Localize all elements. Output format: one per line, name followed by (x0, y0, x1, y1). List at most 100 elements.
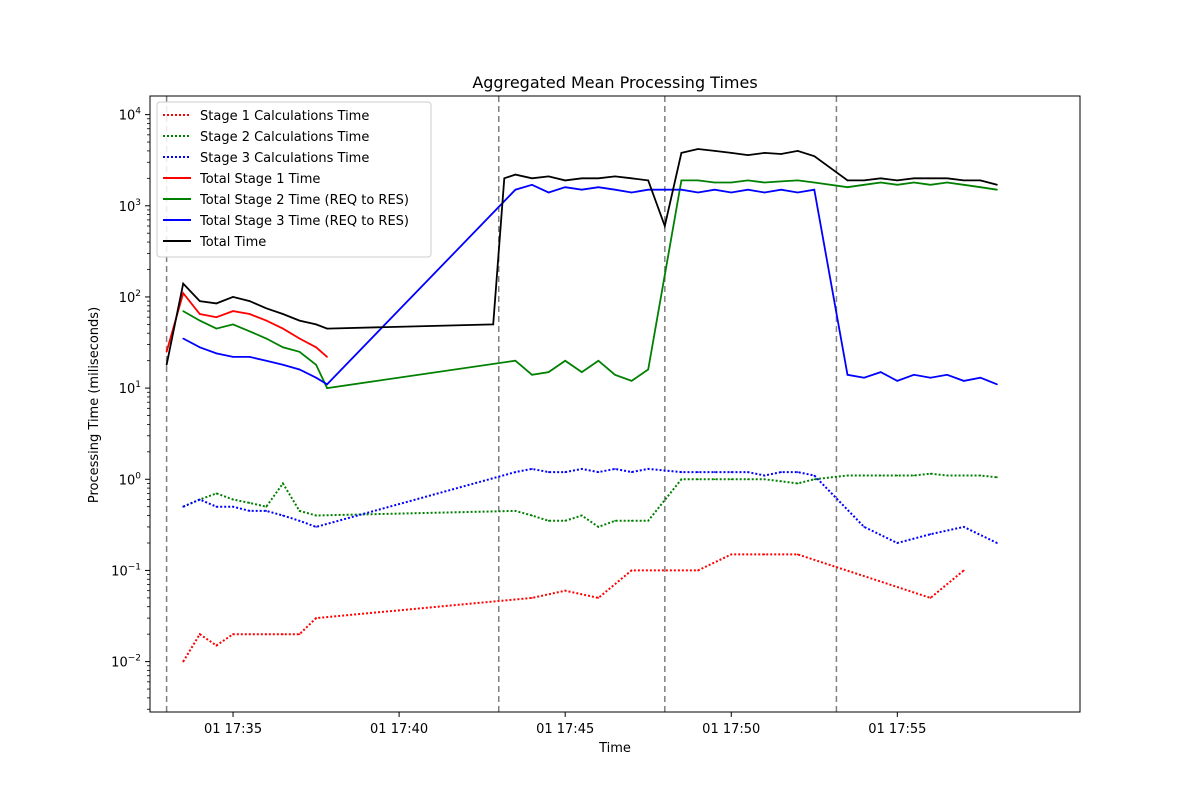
data-point (199, 633, 201, 635)
data-point (165, 351, 168, 353)
data-point (796, 471, 799, 473)
y-tick-label: 10−1 (111, 562, 141, 579)
data-point (730, 191, 733, 194)
data-point (996, 542, 998, 544)
data-point (315, 526, 317, 528)
data-point (182, 292, 184, 295)
data-point (531, 468, 533, 470)
data-point (713, 471, 716, 473)
series (182, 467, 998, 545)
data-point (713, 478, 716, 481)
data-point (282, 346, 284, 349)
y-axis-label: Processing Time (miliseconds) (87, 307, 102, 503)
data-point (514, 188, 517, 191)
data-point (630, 177, 633, 180)
data-point (199, 346, 201, 349)
data-point (564, 520, 566, 522)
data-point (514, 173, 517, 176)
data-point (315, 617, 317, 619)
data-point (996, 383, 998, 386)
data-point (963, 526, 965, 528)
data-point (929, 177, 932, 180)
chart-title: Aggregated Mean Processing Times (472, 73, 757, 92)
data-point (879, 474, 882, 477)
data-point (597, 471, 600, 473)
y-tick-label: 101 (119, 380, 141, 397)
data-point (298, 351, 301, 353)
data-point (248, 510, 251, 512)
data-point (564, 359, 566, 362)
series (182, 183, 998, 386)
data-point (730, 181, 733, 184)
x-tick-label: 01 17:55 (868, 722, 926, 737)
data-point (581, 514, 583, 517)
data-point (232, 633, 234, 635)
data-point (326, 387, 328, 389)
y-tick-label: 103 (119, 198, 141, 215)
data-point (946, 181, 948, 184)
series-line (165, 148, 998, 365)
data-point (747, 471, 749, 473)
data-point (780, 480, 782, 483)
data-point (697, 191, 699, 194)
x-tick-label: 01 17:50 (702, 722, 760, 737)
data-point (597, 597, 600, 599)
data-point (165, 364, 168, 366)
y-tick-label: 102 (119, 289, 141, 306)
y-tick-label: 104 (119, 107, 142, 124)
legend-label: Total Stage 3 Time (REQ to RES) (199, 214, 409, 229)
data-point (265, 319, 268, 322)
x-tick-label: 01 17:40 (370, 722, 428, 737)
data-point (763, 553, 766, 556)
data-point (215, 492, 218, 495)
x-tick-label: 01 17:35 (204, 722, 262, 737)
data-point (796, 553, 799, 556)
data-point (182, 310, 184, 312)
legend-box (156, 101, 432, 258)
y-tick-label: 10−2 (111, 654, 141, 671)
data-point (531, 184, 533, 186)
data-point (182, 282, 184, 285)
x-axis-label: Time (598, 741, 631, 756)
data-point (730, 553, 733, 556)
data-point (913, 474, 915, 477)
data-point (182, 660, 184, 663)
data-point (730, 471, 733, 473)
data-point (697, 569, 699, 572)
data-point (697, 148, 699, 150)
data-point (813, 474, 816, 477)
data-point (597, 177, 600, 180)
data-point (282, 327, 284, 330)
data-point (813, 155, 816, 157)
legend-label: Total Stage 1 Time (199, 172, 320, 187)
data-point (215, 352, 218, 355)
legend-label: Stage 2 Calculations Time (200, 130, 369, 145)
data-point (780, 471, 782, 473)
data-point (630, 520, 633, 522)
data-point (547, 175, 550, 178)
data-point (996, 184, 998, 186)
data-point (647, 468, 649, 470)
data-point (929, 533, 932, 535)
data-point (531, 177, 533, 180)
data-point (863, 474, 865, 477)
data-point (763, 474, 766, 477)
data-point (265, 510, 268, 512)
data-point (796, 191, 799, 194)
data-point (796, 482, 799, 485)
data-point (680, 471, 683, 473)
data-point (647, 520, 649, 522)
data-point (979, 186, 982, 188)
data-point (514, 359, 517, 362)
data-point (963, 474, 965, 477)
data-point (614, 520, 616, 522)
data-point (248, 313, 251, 315)
data-point (492, 323, 495, 326)
data-point (979, 376, 982, 379)
data-point (581, 188, 583, 191)
data-point (863, 184, 865, 186)
y-tick-label: 100 (119, 471, 142, 488)
data-point (896, 380, 899, 382)
data-point (979, 474, 982, 477)
data-point (846, 374, 849, 376)
